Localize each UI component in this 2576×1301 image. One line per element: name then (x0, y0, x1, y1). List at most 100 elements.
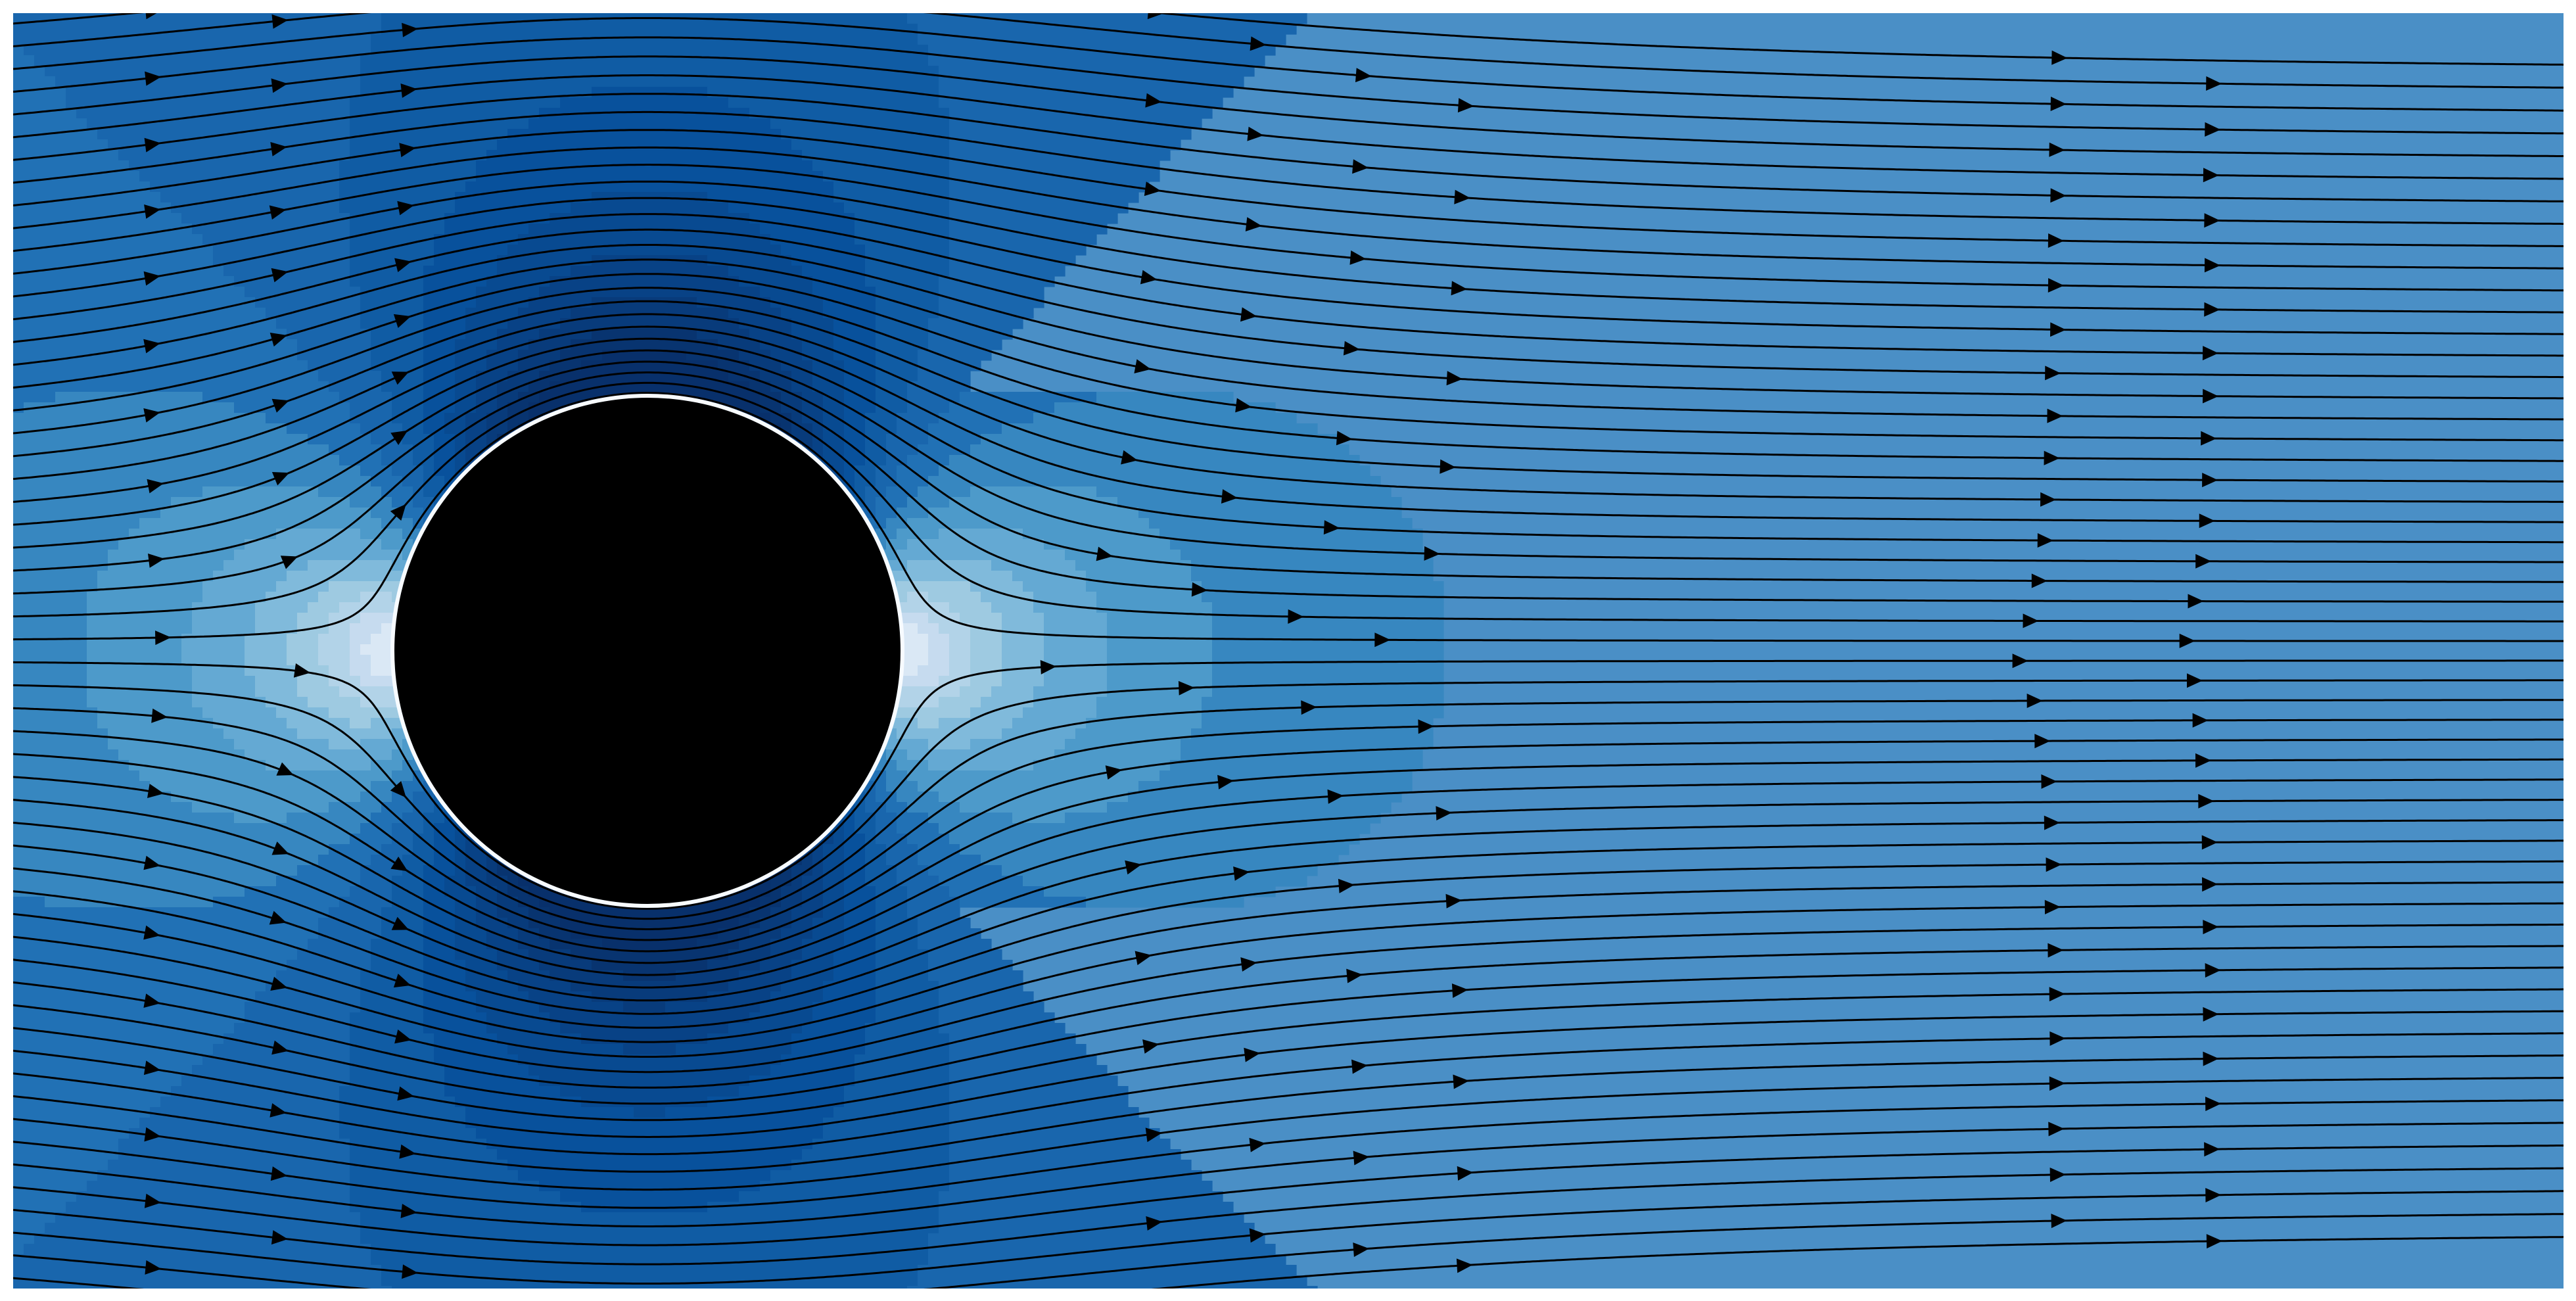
contour-cell (960, 897, 1087, 908)
streamline (13, 966, 2564, 1105)
contour-cell (455, 192, 592, 203)
contour-cell (833, 465, 845, 477)
contour-cell (739, 970, 792, 982)
contour-cell (108, 560, 224, 571)
contour-cell (87, 644, 182, 655)
contour-cell (571, 202, 729, 214)
contour-cell (749, 928, 782, 939)
contour-cell (833, 350, 876, 361)
direction-arrow (2048, 278, 2064, 293)
contour-cell (455, 834, 466, 845)
contour-cell (245, 1012, 350, 1024)
contour-cell (770, 1065, 855, 1076)
contour-cell (350, 718, 371, 729)
contour-cell (118, 1139, 350, 1150)
contour-cell (1033, 592, 1097, 603)
contour-cell (476, 907, 498, 918)
contour-cell (865, 865, 897, 876)
contour-cell (360, 308, 424, 319)
contour-cell (13, 1033, 224, 1045)
contour-cell (339, 686, 403, 698)
contour-cell (497, 255, 592, 266)
contour-cell (1044, 644, 1108, 655)
contour-cell (318, 486, 382, 498)
contour-cell (13, 371, 319, 382)
contour-cell (1044, 623, 1108, 634)
contour-cell (802, 855, 813, 866)
direction-arrow (1233, 866, 1250, 881)
streamline (13, 313, 2564, 503)
contour-cell (907, 1286, 1318, 1289)
contour-cell (897, 465, 939, 477)
contour-cell (1023, 707, 1097, 719)
direction-arrow (400, 1204, 417, 1218)
contour-cell (434, 1033, 498, 1045)
streamline (13, 213, 2564, 357)
contour-cell (1212, 602, 1444, 613)
contour-cell (1002, 423, 1318, 435)
streamline (13, 1236, 2564, 1289)
contour-cell (791, 918, 813, 929)
streamline (13, 1054, 2564, 1173)
direction-arrow (2049, 142, 2065, 157)
streamline (13, 13, 2564, 89)
direction-arrow (2188, 594, 2204, 609)
contour-cell (749, 360, 782, 371)
contour-cell (1107, 676, 1213, 687)
contour-cell (371, 760, 403, 771)
contour-cell (223, 560, 308, 571)
contour-cell (297, 350, 371, 361)
contour-cell (507, 886, 529, 897)
contour-cell (749, 381, 771, 392)
contour-cell (350, 634, 371, 645)
contour-cell (202, 581, 277, 592)
contour-cell (676, 1044, 792, 1055)
contour-cell (907, 13, 1307, 24)
contour-cell (465, 960, 498, 971)
direction-arrow (144, 137, 161, 153)
contour-cell (13, 1170, 98, 1181)
direction-arrow (143, 925, 160, 940)
contour-cell (371, 1244, 929, 1255)
contour-cell (13, 644, 87, 655)
contour-cell (150, 1107, 340, 1118)
contour-cell (897, 602, 950, 613)
contour-cell (402, 476, 424, 487)
contour-cell (802, 402, 824, 414)
contour-cell (876, 781, 887, 792)
contour-cell (13, 802, 193, 813)
direction-arrow (2051, 1214, 2067, 1229)
contour-cell (360, 465, 392, 477)
contour-cell (245, 539, 382, 550)
contour-cell (939, 792, 1129, 803)
contour-cell (192, 676, 256, 687)
contour-cell (192, 697, 266, 708)
contour-cell (939, 1002, 1044, 1013)
contour-cell (970, 486, 1097, 498)
contour-cell (423, 423, 445, 435)
contour-cell (287, 813, 371, 824)
streamline (13, 778, 2564, 976)
direction-arrow (2203, 168, 2219, 183)
contour-cell (507, 970, 550, 982)
contour-cell (1107, 644, 1213, 655)
contour-cell (939, 97, 1223, 108)
contour-cell (1086, 718, 1202, 729)
direction-arrow (271, 398, 289, 413)
direction-arrow (1247, 126, 1264, 141)
direction-arrow (1424, 546, 1440, 561)
direction-arrow (1454, 189, 1470, 204)
contour-cell (423, 981, 466, 992)
contour-cell (623, 1002, 666, 1013)
direction-arrow (2203, 1006, 2219, 1022)
contour-cell (918, 928, 981, 939)
contour-cell (381, 444, 413, 456)
contour-cell (297, 949, 371, 960)
contour-cell (13, 1202, 66, 1213)
contour-cell (1191, 560, 1434, 571)
contour-cell (897, 813, 929, 824)
contour-cell (855, 213, 950, 224)
contour-cell (360, 697, 403, 708)
contour-cell (350, 1054, 434, 1066)
contour-cell (897, 792, 939, 803)
